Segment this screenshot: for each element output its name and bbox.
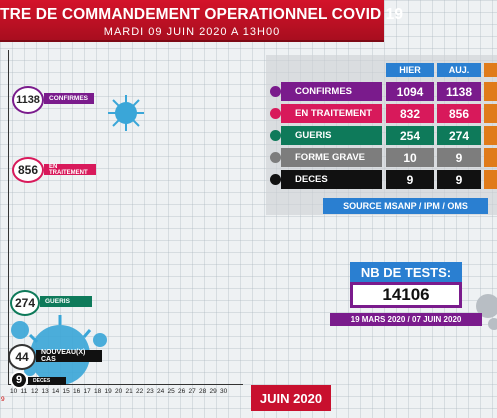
traitement-bubble: 856 xyxy=(12,157,44,183)
x-tick-first: 9 xyxy=(1,396,5,403)
x-tick: 25 xyxy=(167,388,175,395)
row-label-deces: DECES xyxy=(281,170,382,189)
x-tick: 17 xyxy=(83,388,91,395)
x-tick: 13 xyxy=(41,388,49,395)
x-tick: 11 xyxy=(20,388,28,395)
cell-extra-forme-grave xyxy=(484,148,497,167)
x-tick: 10 xyxy=(10,388,18,395)
x-tick: 18 xyxy=(94,388,102,395)
tests-title: NB DE TESTS: xyxy=(350,262,462,282)
x-tick: 12 xyxy=(31,388,39,395)
cell-hier-traitement: 832 xyxy=(386,104,434,123)
tests-value: 14106 xyxy=(350,282,462,308)
gueris-tag: GUERIS xyxy=(40,296,92,307)
cell-auj-traitement: 856 xyxy=(437,104,481,123)
x-tick: 30 xyxy=(220,388,228,395)
x-tick: 16 xyxy=(73,388,81,395)
gueris-bubble: 274 xyxy=(10,290,40,316)
cell-extra-confirmes xyxy=(484,82,497,101)
cell-extra-traitement xyxy=(484,104,497,123)
x-axis xyxy=(8,384,243,385)
tests-range: 19 MARS 2020 / 07 JUIN 2020 xyxy=(330,313,482,326)
virus-icon-right xyxy=(476,294,497,330)
x-tick: 15 xyxy=(62,388,70,395)
cell-auj-gueris: 274 xyxy=(437,126,481,145)
x-tick: 19 xyxy=(104,388,112,395)
x-tick: 14 xyxy=(52,388,60,395)
x-tick: 24 xyxy=(157,388,165,395)
row-dot-forme-grave xyxy=(270,152,281,163)
col-header-auj: AUJ. xyxy=(437,63,481,77)
confirmes-tag: CONFIRMES xyxy=(44,93,94,104)
cell-hier-confirmes: 1094 xyxy=(386,82,434,101)
x-tick: 26 xyxy=(178,388,186,395)
cell-hier-gueris: 254 xyxy=(386,126,434,145)
x-tick: 28 xyxy=(199,388,207,395)
x-tick-labels: 10 11 12 13 14 15 16 17 18 19 20 21 22 2… xyxy=(10,388,231,395)
cell-auj-deces: 9 xyxy=(437,170,481,189)
cell-auj-forme-grave: 9 xyxy=(437,148,481,167)
x-tick: 27 xyxy=(188,388,196,395)
row-label-forme-grave: FORME GRAVE xyxy=(281,148,382,167)
deces-bubble: 9 xyxy=(10,371,28,389)
row-dot-confirmes xyxy=(270,86,281,97)
x-tick: 23 xyxy=(146,388,154,395)
page-subtitle: MARDI 09 JUIN 2020 A 13H00 xyxy=(103,26,281,38)
col-header-extra xyxy=(484,63,497,77)
virus-icon xyxy=(108,95,144,131)
x-tick: 22 xyxy=(136,388,144,395)
cell-hier-deces: 9 xyxy=(386,170,434,189)
source-label: SOURCE MSANP / IPM / OMS xyxy=(323,198,488,214)
row-label-traitement: EN TRAITEMENT xyxy=(281,104,382,123)
confirmes-bubble: 1138 xyxy=(12,86,44,114)
x-tick: 21 xyxy=(125,388,133,395)
deces-tag: DECES xyxy=(28,377,66,385)
cell-hier-forme-grave: 10 xyxy=(386,148,434,167)
row-dot-deces xyxy=(270,174,281,185)
cell-extra-gueris xyxy=(484,126,497,145)
page-title: TRE DE COMMANDEMENT OPERATIONNEL COVID 1… xyxy=(0,6,404,23)
cell-auj-confirmes: 1138 xyxy=(437,82,481,101)
y-axis xyxy=(8,50,9,385)
row-label-confirmes: CONFIRMES xyxy=(281,82,382,101)
x-tick: 20 xyxy=(115,388,123,395)
row-dot-gueris xyxy=(270,130,281,141)
month-label: JUIN 2020 xyxy=(251,385,331,411)
x-tick: 29 xyxy=(209,388,217,395)
traitement-tag: EN TRAITEMENT xyxy=(44,164,96,176)
nouveaux-bubble: 44 xyxy=(8,344,36,370)
nouveaux-tag: NOUVEAU(X) CAS xyxy=(36,349,102,363)
row-label-gueris: GUERIS xyxy=(281,126,382,145)
row-dot-traitement xyxy=(270,108,281,119)
col-header-hier: HIER xyxy=(386,63,434,77)
cell-extra-deces xyxy=(484,170,497,189)
header-banner: TRE DE COMMANDEMENT OPERATIONNEL COVID 1… xyxy=(0,0,404,42)
